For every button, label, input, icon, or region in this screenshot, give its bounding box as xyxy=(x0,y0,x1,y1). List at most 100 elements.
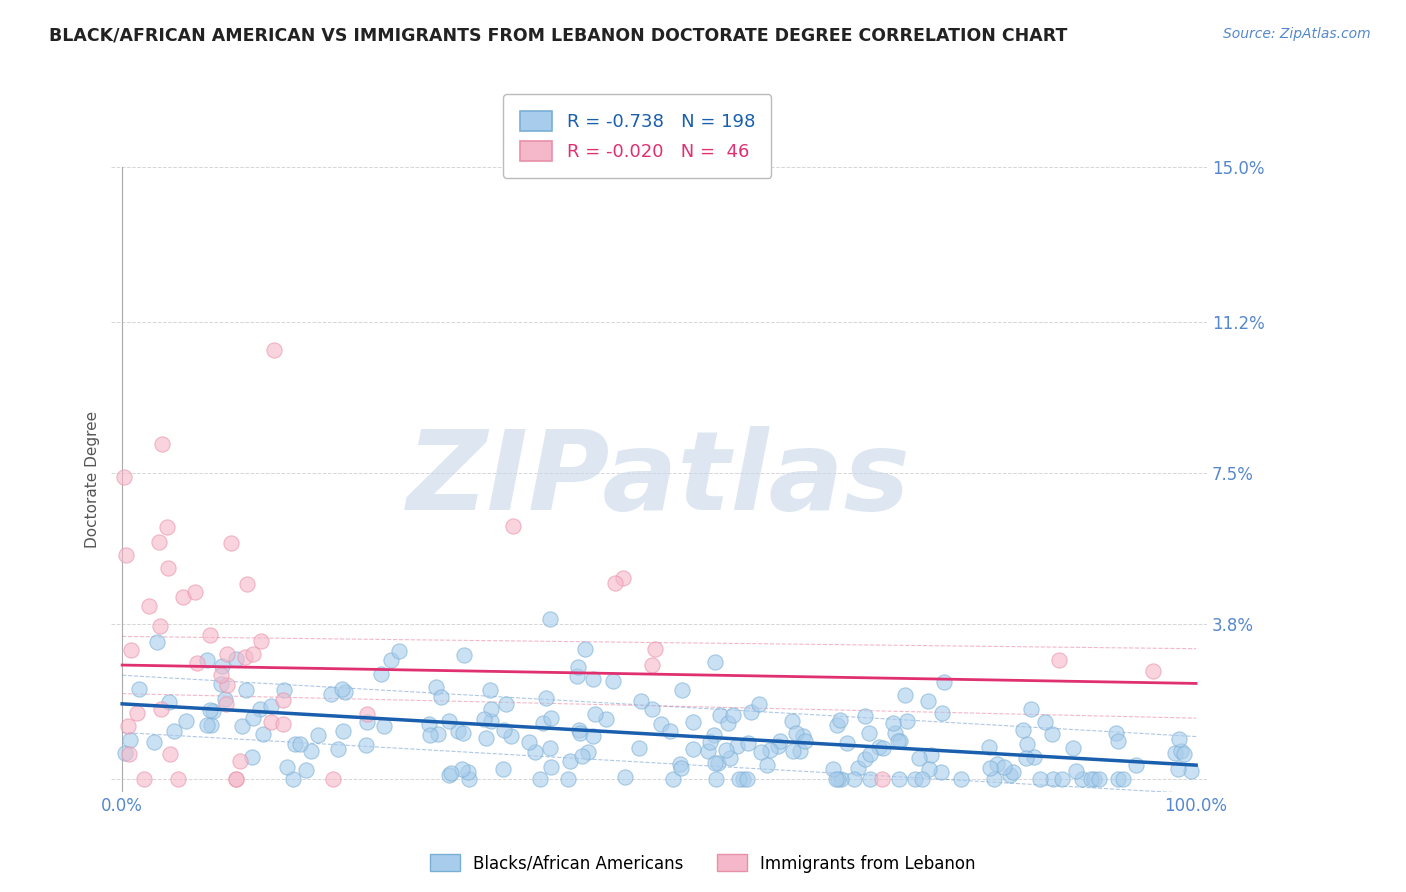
Point xyxy=(157,695,180,709)
Point xyxy=(853,708,876,723)
Point xyxy=(733,772,755,787)
Point xyxy=(1024,750,1046,764)
Point xyxy=(112,470,135,484)
Point xyxy=(1062,740,1084,755)
Point xyxy=(714,743,737,757)
Point xyxy=(986,757,1008,772)
Point xyxy=(249,701,271,715)
Point xyxy=(768,739,790,753)
Point xyxy=(242,711,264,725)
Point xyxy=(426,727,449,741)
Point xyxy=(671,682,693,697)
Point xyxy=(727,772,749,787)
Point xyxy=(281,772,304,787)
Text: Source: ZipAtlas.com: Source: ZipAtlas.com xyxy=(1223,27,1371,41)
Point xyxy=(198,628,221,642)
Point xyxy=(458,772,481,787)
Point xyxy=(641,658,664,673)
Point xyxy=(889,734,911,748)
Point xyxy=(749,745,772,759)
Point xyxy=(872,740,894,755)
Point xyxy=(451,762,474,776)
Point xyxy=(330,681,353,696)
Point xyxy=(993,760,1015,774)
Point xyxy=(388,643,411,657)
Point xyxy=(276,760,298,774)
Point xyxy=(602,674,624,689)
Point xyxy=(1033,714,1056,729)
Point xyxy=(215,647,238,661)
Point xyxy=(125,706,148,721)
Point xyxy=(904,772,927,787)
Point xyxy=(319,687,342,701)
Point xyxy=(737,736,759,750)
Point xyxy=(479,702,502,716)
Point xyxy=(706,756,728,770)
Point xyxy=(704,772,727,787)
Point xyxy=(149,702,172,716)
Point xyxy=(557,772,579,787)
Point xyxy=(209,668,232,682)
Point xyxy=(333,685,356,699)
Point xyxy=(373,719,395,733)
Point xyxy=(748,697,770,711)
Point xyxy=(1080,772,1102,787)
Point xyxy=(156,520,179,534)
Point xyxy=(759,743,782,757)
Point xyxy=(1029,772,1052,787)
Point xyxy=(725,739,748,754)
Point xyxy=(1052,772,1074,787)
Point xyxy=(273,682,295,697)
Point xyxy=(263,343,285,358)
Point xyxy=(380,653,402,667)
Point xyxy=(214,692,236,706)
Point xyxy=(887,772,910,787)
Point xyxy=(354,738,377,752)
Point xyxy=(576,746,599,760)
Point xyxy=(479,714,502,729)
Point xyxy=(853,752,876,766)
Point xyxy=(669,761,692,775)
Point xyxy=(1015,737,1038,751)
Point xyxy=(419,728,441,742)
Point xyxy=(567,659,589,673)
Point xyxy=(174,714,197,728)
Point xyxy=(696,743,718,757)
Point xyxy=(356,707,378,722)
Point xyxy=(821,762,844,776)
Point xyxy=(1083,772,1105,787)
Point xyxy=(792,729,814,743)
Point xyxy=(260,698,283,713)
Point xyxy=(1064,764,1087,778)
Point xyxy=(835,736,858,750)
Point xyxy=(630,693,652,707)
Point xyxy=(531,715,554,730)
Point xyxy=(1180,764,1202,778)
Point xyxy=(1164,746,1187,760)
Point xyxy=(437,767,460,781)
Point xyxy=(538,612,561,626)
Point xyxy=(370,666,392,681)
Point xyxy=(699,735,721,749)
Point xyxy=(231,719,253,733)
Point xyxy=(894,688,917,702)
Point xyxy=(582,673,605,687)
Point xyxy=(929,765,952,780)
Point xyxy=(225,772,247,787)
Point xyxy=(830,772,852,787)
Point xyxy=(290,737,312,751)
Point xyxy=(295,763,318,777)
Point xyxy=(229,754,252,768)
Point xyxy=(198,703,221,717)
Point xyxy=(723,708,745,723)
Point xyxy=(225,772,247,787)
Point xyxy=(215,697,238,711)
Point xyxy=(782,744,804,758)
Point xyxy=(117,719,139,733)
Point xyxy=(682,714,704,729)
Point xyxy=(1105,726,1128,740)
Point xyxy=(756,758,779,772)
Point xyxy=(249,633,271,648)
Point xyxy=(828,713,851,727)
Point xyxy=(846,761,869,775)
